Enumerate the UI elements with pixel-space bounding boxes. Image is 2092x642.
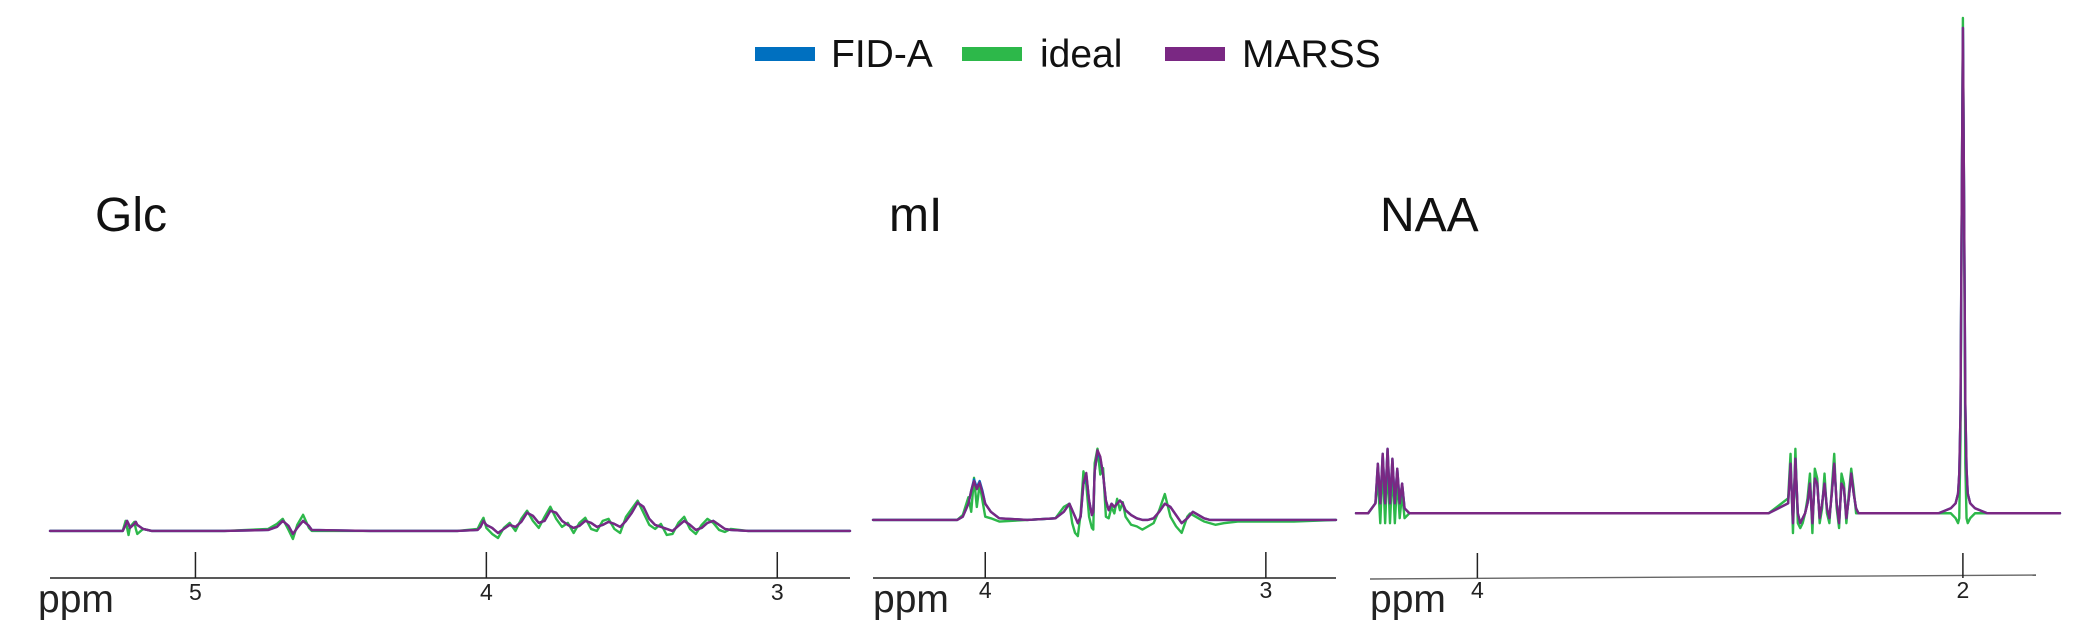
glc-tick-label-3: 3 [771, 579, 784, 605]
glc-ideal-series-line [48, 499, 852, 541]
mi-x-axis-label: ppm [873, 578, 949, 621]
naa-ideal-series-line [1354, 16, 2062, 535]
glc-x-axis-label: ppm [38, 578, 114, 621]
panel-title-naa: NAA [1380, 189, 1479, 242]
panel-glc: Glc 5 4 3 ppm [38, 189, 852, 621]
mi-tick-label-3: 3 [1259, 577, 1272, 603]
panel-title-mi: mI [889, 189, 942, 242]
glc-tick-label-4: 4 [480, 579, 493, 605]
legend-swatch-fid-a [755, 47, 815, 61]
naa-series-group [1354, 16, 2062, 535]
naa-x-axis-label: ppm [1370, 578, 1446, 621]
naa-tick-label-2: 2 [1957, 577, 1970, 603]
naa-x-axis [1369, 574, 2037, 580]
legend-label-marss: MARSS [1242, 33, 1381, 76]
legend-label-ideal: ideal [1040, 33, 1122, 76]
naa-marss-series-line [1354, 26, 2062, 525]
naa-tick-label-4: 4 [1471, 577, 1484, 603]
mi-marss-series-line [871, 449, 1338, 525]
naa-fid-a-series-line [1354, 26, 2062, 525]
glc-marss-series-line [48, 501, 852, 536]
legend: FID-A ideal MARSS [755, 33, 1381, 76]
panel-title-glc: Glc [95, 189, 167, 242]
legend-label-fid-a: FID-A [831, 33, 933, 76]
legend-swatch-marss [1165, 47, 1225, 61]
mi-ideal-series-line [871, 447, 1338, 538]
legend-swatch-ideal [962, 47, 1022, 61]
glc-x-ticks: 5 4 3 [189, 552, 784, 605]
glc-tick-label-5: 5 [189, 579, 202, 605]
glc-series-group [48, 499, 852, 541]
mi-series-group [871, 447, 1338, 538]
mi-tick-label-4: 4 [979, 577, 992, 603]
